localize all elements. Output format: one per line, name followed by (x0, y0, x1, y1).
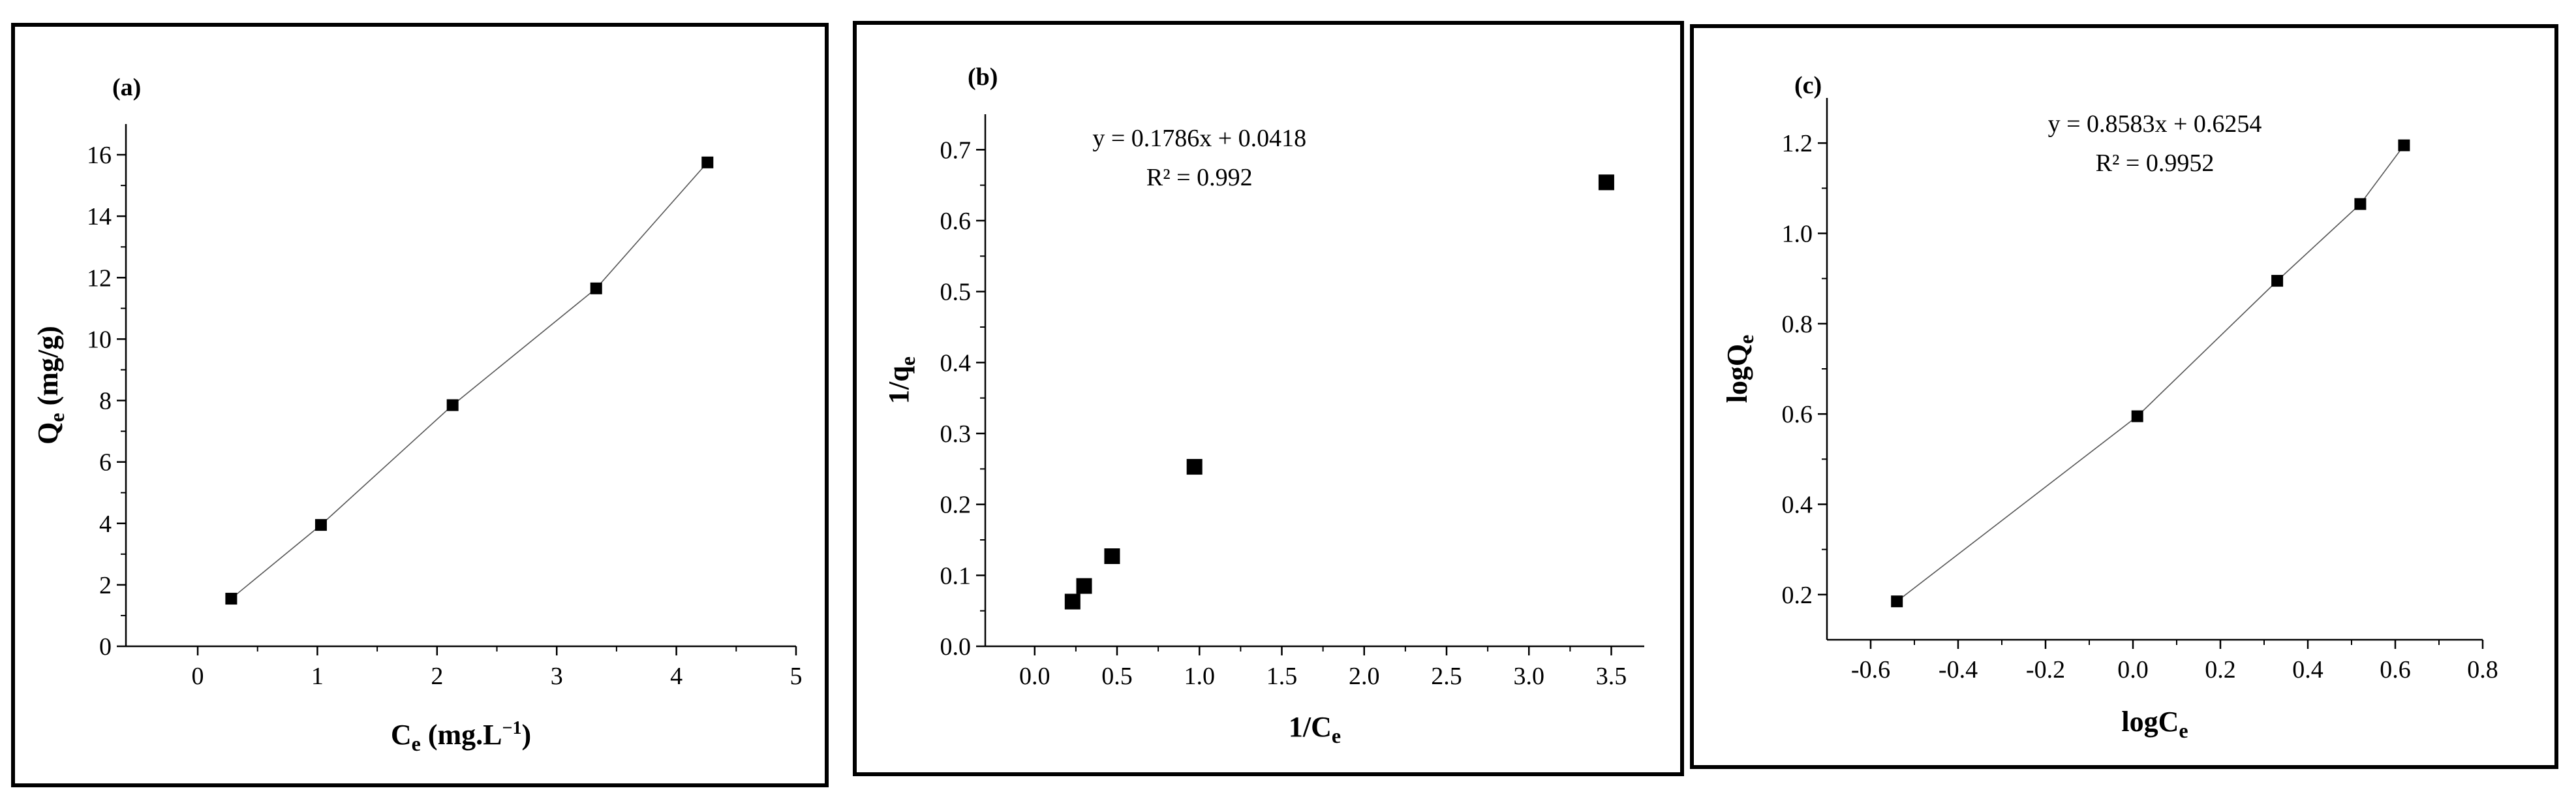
x-tick-label: 1 (311, 663, 324, 690)
x-tick-label: -0.2 (2026, 656, 2065, 683)
panel-label: (b) (968, 63, 998, 91)
r-squared-label: R² = 0.9952 (2096, 149, 2215, 177)
y-tick-label: 4 (99, 510, 112, 538)
regression-equation: y = 0.8583x + 0.6254 (2048, 110, 2262, 138)
x-tick-label: 0 (192, 663, 204, 690)
x-axis-label-subscript: e (1332, 724, 1341, 747)
data-point (2271, 275, 2284, 287)
x-axis-label: Ce (mg.L−1) (391, 718, 531, 755)
panel-label: (c) (1794, 72, 1822, 99)
y-axis-label-subscript: e (45, 413, 69, 422)
x-tick-label: 2.5 (1431, 663, 1462, 690)
y-tick-label: 0.2 (940, 492, 972, 519)
x-tick-label: 0.0 (2117, 656, 2149, 683)
data-point (1598, 174, 1614, 191)
y-tick-label: 16 (87, 142, 112, 169)
x-tick-label: -0.4 (1939, 656, 1978, 683)
series-line (1896, 145, 2405, 602)
x-axis-label-base: C (391, 719, 412, 751)
x-axis-label: logCe (2121, 706, 2188, 742)
y-tick-label: 0 (99, 633, 112, 661)
x-axis-label: 1/Ce (1289, 711, 1341, 747)
chart-panel-2: 0.0 0.5 1.0 1.5 2.0 2.5 3.0 3.5 0.0 0.1 0.2 0.3 0.4 0… (853, 21, 1684, 776)
x-axis-label-subscript: e (2179, 719, 2188, 742)
y-tick-label: 0.6 (940, 208, 972, 235)
x-tick-label: 0.5 (1101, 663, 1133, 690)
x-axis-label-base: logC (2121, 706, 2179, 738)
x-tick-label: 2 (431, 663, 443, 690)
data-point (1104, 548, 1120, 564)
y-tick-label: 8 (99, 388, 112, 415)
y-tick-label: 1.2 (1782, 130, 1813, 157)
x-tick-label: 0.6 (2380, 656, 2411, 683)
y-tick-label: 0.2 (1782, 582, 1813, 609)
y-tick-label: 0.4 (940, 349, 972, 377)
x-tick-label: 3.5 (1596, 663, 1627, 690)
data-point (1076, 578, 1092, 594)
panel-frame (11, 23, 829, 787)
x-tick-label: 3.0 (1514, 663, 1545, 690)
data-point (225, 593, 238, 605)
y-tick-label: 12 (87, 264, 112, 292)
x-axis-label-superscript: −1 (502, 718, 522, 738)
data-point (701, 156, 714, 168)
x-tick-label: 4 (670, 663, 682, 690)
y-tick-label: 0.3 (940, 420, 972, 448)
y-tick-label: 6 (99, 449, 112, 477)
data-point (2354, 198, 2367, 210)
y-axis-label: 1/qe (883, 356, 919, 404)
y-tick-label: 1.0 (1782, 221, 1813, 248)
chart-panel-3: -0.6 -0.4 -0.2 0.0 0.2 0.4 0.6 0.8 0.2 0.4 0.6 0.8 1… (1690, 24, 2558, 769)
x-tick-label: 0.4 (2292, 656, 2323, 683)
series-line (230, 162, 708, 599)
y-axis-label: Qe (mg/g) (32, 326, 69, 445)
y-axis-label-base: 1/q (883, 366, 915, 404)
data-point (1186, 459, 1203, 475)
y-tick-label: 0.1 (940, 562, 972, 589)
y-tick-label: 14 (87, 203, 112, 230)
x-tick-label: 0.0 (1019, 663, 1050, 690)
panel-label: (a) (112, 74, 141, 101)
y-tick-label: 0.0 (940, 633, 972, 661)
panel-frame (853, 21, 1684, 776)
data-point (1064, 593, 1081, 610)
panel-frame (1690, 24, 2558, 769)
y-axis-label-base: logQ (1721, 344, 1753, 403)
y-tick-label: 2 (99, 572, 112, 599)
data-point (1891, 595, 1903, 608)
r-squared-label: R² = 0.992 (1146, 164, 1253, 191)
y-tick-label: 0.6 (1782, 401, 1813, 428)
y-tick-label: 0.7 (940, 136, 972, 164)
data-point (446, 399, 459, 411)
y-axis-label: logQe (1721, 335, 1758, 403)
y-axis-label-units: (mg/g) (32, 326, 64, 413)
y-tick-label: 10 (87, 326, 112, 353)
data-point (590, 282, 602, 294)
x-tick-label: 5 (790, 663, 803, 690)
x-tick-label: 1.5 (1266, 663, 1298, 690)
y-axis-label-subscript: e (1734, 335, 1758, 344)
data-point (2398, 139, 2410, 151)
x-tick-label: 2.0 (1349, 663, 1380, 690)
x-axis-label-units-close: ) (521, 719, 531, 751)
y-tick-label: 0.5 (940, 279, 972, 306)
y-axis-label-subscript: e (896, 356, 919, 366)
x-axis-label-base: 1/C (1289, 711, 1332, 743)
x-tick-label: 3 (551, 663, 563, 690)
x-tick-label: -0.6 (1851, 656, 1890, 683)
x-tick-label: 0.2 (2205, 656, 2236, 683)
data-point (314, 519, 327, 531)
x-tick-label: 1.0 (1184, 663, 1216, 690)
x-axis-label-subscript: e (412, 732, 421, 755)
data-point (2131, 410, 2143, 422)
x-axis-label-units: (mg.L (421, 719, 502, 751)
x-tick-label: 0.8 (2467, 656, 2498, 683)
regression-equation: y = 0.1786x + 0.0418 (1092, 125, 1306, 152)
y-tick-label: 0.8 (1782, 311, 1813, 338)
y-tick-label: 0.4 (1782, 492, 1813, 519)
y-axis-label-base: Q (32, 422, 64, 445)
